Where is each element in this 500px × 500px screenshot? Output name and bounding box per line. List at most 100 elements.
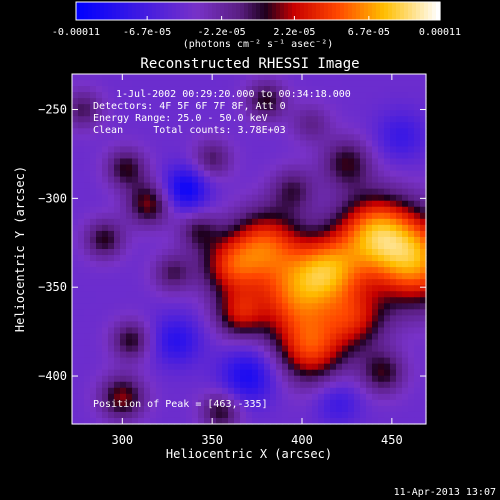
heatmap-cell	[144, 86, 151, 93]
heatmap-cell	[312, 152, 319, 160]
heatmap-cell	[252, 375, 259, 383]
heatmap-cell	[210, 158, 217, 166]
heatmap-cell	[300, 255, 307, 262]
heatmap-cell	[126, 152, 133, 160]
heatmap-cell	[126, 327, 133, 335]
heatmap-cell	[168, 104, 175, 111]
heatmap-cell	[246, 303, 253, 310]
heatmap-cell	[192, 158, 199, 166]
heatmap-cell	[330, 315, 337, 323]
heatmap-cell	[90, 363, 97, 371]
heatmap-cell	[324, 285, 331, 292]
heatmap-cell	[390, 236, 397, 244]
heatmap-cell	[402, 158, 409, 166]
heatmap-cell	[234, 357, 241, 365]
heatmap-cell	[276, 309, 283, 316]
heatmap-cell	[408, 249, 415, 256]
heatmap-cell	[420, 357, 427, 365]
heatmap-cell	[342, 255, 349, 262]
heatmap-cell	[132, 206, 139, 214]
heatmap-cell	[414, 387, 421, 395]
heatmap-cell	[216, 134, 223, 141]
heatmap-cell	[240, 176, 247, 184]
heatmap-cell	[132, 134, 139, 141]
heatmap-cell	[348, 242, 355, 250]
heatmap-cell	[378, 381, 385, 389]
heatmap-cell	[312, 158, 319, 166]
heatmap-cell	[72, 249, 79, 256]
heatmap-cell	[354, 188, 361, 196]
heatmap-cell	[180, 273, 187, 280]
heatmap-cell	[132, 170, 139, 178]
colorbar-cell	[428, 2, 433, 20]
heatmap-cell	[354, 315, 361, 323]
heatmap-cell	[174, 405, 181, 413]
heatmap-cell	[270, 273, 277, 280]
heatmap-cell	[300, 86, 307, 93]
heatmap-cell	[174, 279, 181, 286]
heatmap-cell	[306, 279, 313, 286]
heatmap-cell	[234, 249, 241, 256]
heatmap-cell	[414, 381, 421, 389]
heatmap-cell	[342, 122, 349, 129]
heatmap-cell	[294, 387, 301, 395]
heatmap-cell	[216, 98, 223, 105]
heatmap-cell	[102, 188, 109, 196]
heatmap-cell	[90, 176, 97, 184]
heatmap-cell	[420, 128, 427, 135]
heatmap-cell	[360, 140, 367, 148]
heatmap-cell	[150, 357, 157, 365]
heatmap-cell	[384, 146, 391, 154]
heatmap-cell	[162, 279, 169, 286]
heatmap-cell	[258, 291, 265, 298]
heatmap-cell	[186, 98, 193, 105]
heatmap-cell	[216, 285, 223, 292]
heatmap-cell	[294, 417, 301, 425]
heatmap-cell	[264, 218, 271, 226]
heatmap-cell	[144, 170, 151, 178]
heatmap-cell	[306, 369, 313, 377]
heatmap-cell	[372, 218, 379, 226]
heatmap-cell	[318, 369, 325, 377]
colorbar-tick-label: -0.00011	[52, 27, 100, 38]
heatmap-cell	[408, 393, 415, 401]
heatmap-cell	[216, 74, 223, 81]
heatmap-cell	[120, 242, 127, 250]
heatmap-cell	[150, 86, 157, 93]
heatmap-cell	[78, 212, 85, 220]
heatmap-cell	[144, 164, 151, 172]
heatmap-cell	[402, 170, 409, 178]
heatmap-cell	[162, 110, 169, 117]
heatmap-cell	[360, 86, 367, 93]
heatmap-cell	[330, 279, 337, 286]
heatmap-cell	[306, 176, 313, 184]
heatmap-cell	[312, 116, 319, 123]
heatmap-cell	[102, 405, 109, 413]
heatmap-cell	[126, 345, 133, 353]
heatmap-cell	[390, 315, 397, 323]
heatmap-cell	[372, 321, 379, 329]
heatmap-cell	[276, 104, 283, 111]
heatmap-cell	[378, 224, 385, 232]
heatmap-cell	[96, 417, 103, 425]
heatmap-cell	[420, 399, 427, 407]
heatmap-cell	[330, 405, 337, 413]
heatmap-cell	[402, 92, 409, 99]
heatmap-cell	[180, 86, 187, 93]
heatmap-cell	[210, 339, 217, 347]
heatmap-cell	[156, 80, 163, 87]
heatmap-cell	[192, 164, 199, 172]
heatmap-cell	[300, 80, 307, 87]
heatmap-cell	[162, 128, 169, 135]
heatmap-cell	[378, 134, 385, 141]
heatmap-cell	[216, 273, 223, 280]
heatmap-cell	[90, 351, 97, 359]
heatmap-cell	[162, 80, 169, 87]
heatmap-cell	[120, 291, 127, 298]
heatmap-cell	[354, 261, 361, 268]
heatmap-cell	[102, 230, 109, 238]
heatmap-cell	[294, 339, 301, 347]
heatmap-cell	[78, 176, 85, 184]
heatmap-cell	[414, 315, 421, 323]
heatmap-cell	[390, 321, 397, 329]
